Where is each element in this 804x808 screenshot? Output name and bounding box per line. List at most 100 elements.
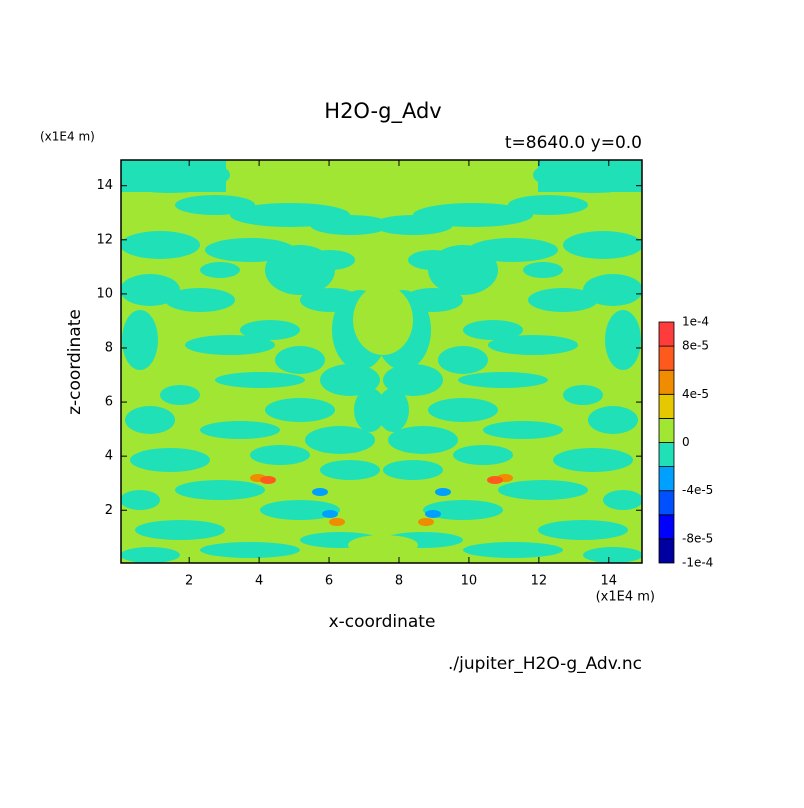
contour-region [438,346,488,374]
contour-region [435,488,451,496]
contour-region [418,518,434,526]
colorbar-box [658,538,675,564]
x-tick-label: 14 [601,574,618,589]
colorbar-box [658,321,675,347]
chart-subtitle: t=8640.0 y=0.0 [505,133,642,153]
contour-region [538,520,628,540]
contour-region [260,500,340,520]
contour-region [320,460,380,480]
y-axis-label: z-coordinate [65,309,85,415]
y-tick-label: 14 [96,178,113,193]
contour-region [329,518,345,526]
y-tick-label: 4 [105,449,113,464]
contour-region [160,385,200,405]
contour-region [121,547,180,563]
contour-region [563,385,603,405]
contour-region [425,510,441,518]
contour-region [322,510,338,518]
y-tick-label: 8 [105,340,113,355]
x-tick-label: 4 [255,574,263,589]
contour-region [121,160,226,192]
x-axis-label: x-coordinate [329,612,436,632]
contour-region [135,520,225,540]
contour-region [487,476,503,484]
contour-region [423,500,503,520]
contour-region [483,421,563,439]
y-tick-label: 10 [96,286,113,301]
colorbar-label: 4e-5 [682,387,709,401]
y-tick-label: 2 [105,503,113,518]
source-label: ./jupiter_H2O-g_Adv.nc [448,654,642,674]
contour-region [200,421,280,439]
contour-region [353,285,413,355]
y-unit: (x1E4 m) [40,130,95,144]
colorbar-label: -4e-5 [682,483,713,497]
colorbar-label: 8e-5 [682,339,709,353]
contour-region [305,426,375,454]
contour-region [122,310,158,370]
colorbar-box [658,417,675,443]
contour-region [563,231,642,259]
contour-region [488,335,578,355]
contour-region [373,215,453,235]
colorbar-box [658,490,675,516]
x-unit: (x1E4 m) [596,590,655,605]
contour-region [428,398,498,422]
contour-region [320,364,380,396]
contour-region [588,406,638,434]
contour-region [275,346,325,374]
contour-region [383,460,443,480]
contour-region [200,542,300,558]
chart-title: H2O-g_Adv [324,99,441,124]
contour-region [377,388,409,432]
contour-region [528,288,598,312]
colorbar-label: 1e-4 [682,315,709,329]
colorbar-box [658,345,675,371]
contour-region [383,364,443,396]
contour-region [388,426,458,454]
contour-region [305,250,355,270]
contour-region [200,262,240,278]
x-tick-label: 8 [395,574,403,589]
plot-frame [120,159,643,564]
contour-field [121,160,642,563]
contour-region [508,195,588,215]
y-tick-label: 12 [96,232,113,247]
contour-region [463,320,523,340]
contour-region [603,490,642,510]
contour-region [165,288,235,312]
contour-region [408,250,458,270]
contour-region [185,335,275,355]
colorbar-box [658,466,675,492]
contour-region [121,274,180,306]
contour-region [523,262,563,278]
contour-region [215,372,305,388]
colorbar-box [658,369,675,395]
contour-region [125,406,175,434]
contour-region [121,490,160,510]
contour-region [553,448,633,472]
contour-region [175,195,255,215]
contour-region [348,535,418,555]
contour-region [498,480,588,500]
contour-region [605,310,641,370]
x-tick-label: 10 [461,574,478,589]
colorbar-label: -8e-5 [682,531,713,545]
contour-region [130,448,210,472]
contour-region [458,372,548,388]
contour-region [312,488,328,496]
x-tick-label: 6 [325,574,333,589]
contour-region [538,160,642,192]
colorbar-box [658,393,675,419]
colorbar-label: 0 [682,435,690,449]
y-tick-label: 6 [105,395,113,410]
x-tick-label: 12 [531,574,548,589]
colorbar-box [658,442,675,468]
x-tick-label: 2 [185,574,193,589]
contour-region [175,480,265,500]
contour-region [265,398,335,422]
colorbar-label: -1e-4 [682,556,713,570]
contour-region [310,215,390,235]
contour-region [463,542,563,558]
